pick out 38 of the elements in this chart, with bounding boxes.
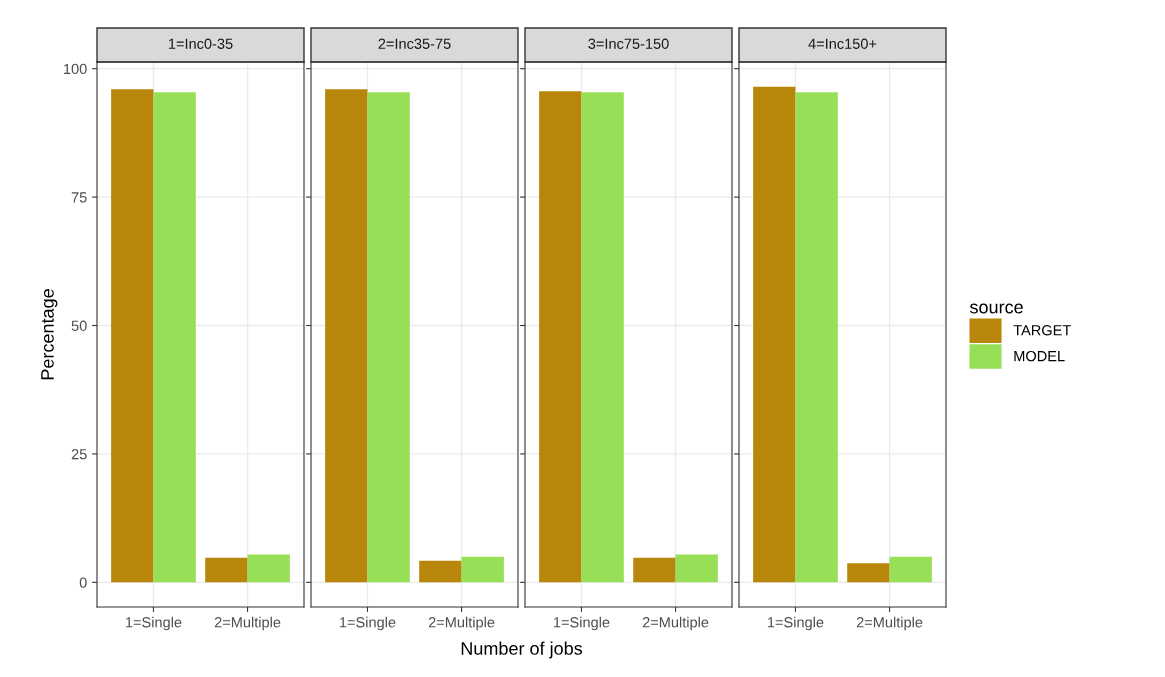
legend-label: TARGET — [1013, 325, 1071, 336]
x-tick-label: 2=Multiple — [856, 616, 923, 631]
x-tick-label: 1=Single — [339, 616, 396, 631]
x-tick-label: 2=Multiple — [214, 616, 281, 631]
bar — [633, 557, 676, 583]
bar — [367, 92, 410, 583]
legend-label: MODEL — [1014, 350, 1065, 362]
x-tick-label: 2=Multiple — [642, 616, 709, 631]
bar — [205, 557, 248, 583]
bar — [325, 89, 368, 583]
y-tick-label: 75 — [71, 192, 87, 203]
chart-title: 3=Inc75-150 — [588, 38, 669, 49]
y-tick-label: 25 — [71, 449, 87, 460]
bar — [847, 563, 890, 583]
bar — [153, 92, 196, 583]
bar — [539, 91, 582, 583]
chart-title: 4=Inc150+ — [808, 38, 877, 49]
bar — [795, 92, 838, 583]
y-axis-title: Percentage — [41, 289, 58, 380]
bar — [461, 556, 504, 583]
bar — [675, 554, 718, 583]
y-tick-label: 50 — [71, 320, 87, 331]
x-tick-label: 1=Single — [553, 616, 610, 631]
y-tick-label: 100 — [64, 63, 87, 75]
bar — [581, 92, 624, 583]
x-tick-label: 1=Single — [767, 616, 824, 631]
chart-title: 1=Inc0-35 — [168, 38, 233, 49]
chart-title: 2=Inc35-75 — [378, 38, 451, 49]
bar — [419, 560, 462, 583]
y-tick-label: 0 — [79, 577, 87, 588]
x-tick-label: 2=Multiple — [428, 616, 495, 631]
legend-title: source — [969, 303, 1023, 314]
x-tick-label: 1=Single — [125, 616, 182, 631]
bar — [111, 89, 154, 583]
x-axis-title: Number of jobs — [461, 641, 583, 659]
bar — [247, 554, 290, 583]
bar — [889, 556, 932, 583]
bar — [753, 86, 796, 583]
